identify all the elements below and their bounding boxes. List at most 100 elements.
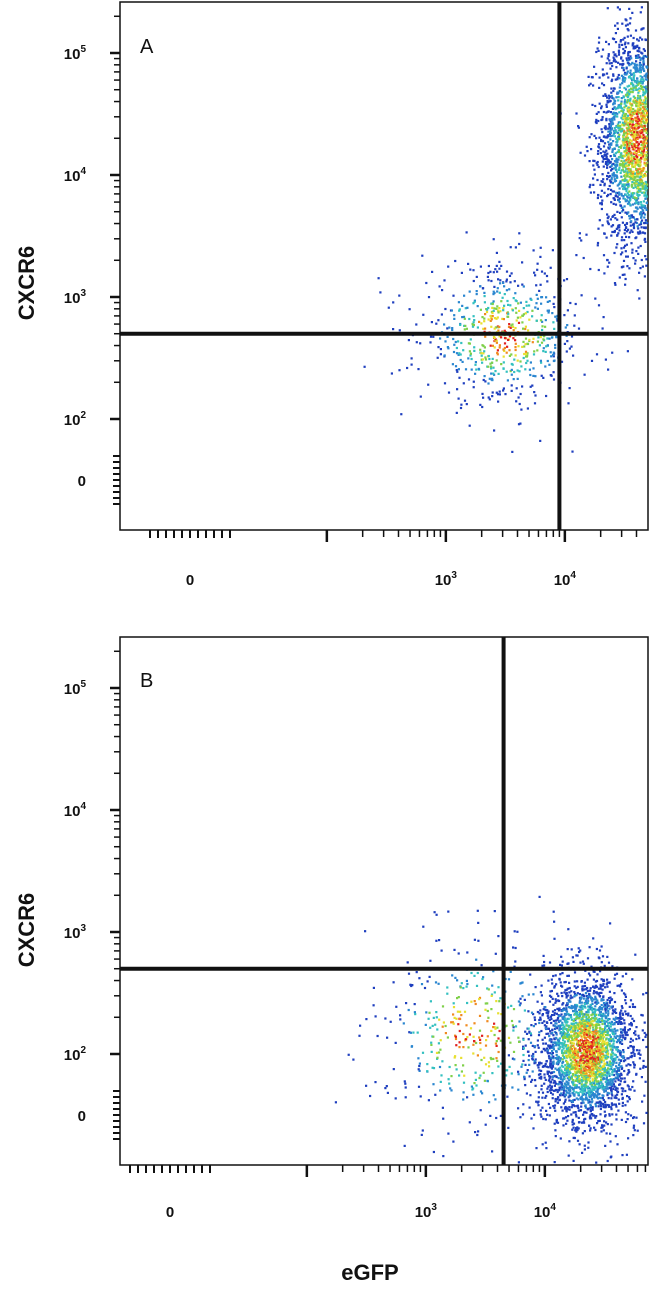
event-dot [523,1009,526,1012]
event-dot [615,174,618,177]
event-dot [540,1115,543,1118]
event-dot [548,1077,551,1080]
event-dot [620,1039,623,1042]
event-dot [454,365,458,368]
event-dot [481,361,484,364]
event-dot [636,134,639,137]
event-dot [508,354,511,357]
event-dot [570,1062,573,1065]
event-dot [454,976,457,979]
event-dot [623,124,626,127]
event-dot [641,76,644,79]
event-dot [592,1020,595,1023]
event-dot [599,1085,602,1088]
event-dot [632,108,635,111]
event-dot [634,45,637,48]
event-dot [591,1106,594,1109]
event-dot [566,1047,569,1050]
event-dot [598,949,602,952]
event-dot [611,1059,614,1062]
event-dot [565,1068,568,1071]
event-dot [615,157,618,160]
event-dot [578,1080,581,1083]
event-dot [603,1041,606,1044]
event-dot [641,65,645,68]
event-dot [553,986,556,989]
event-dot [605,1077,608,1080]
event-dot [503,304,506,307]
event-dot [611,1038,614,1041]
event-dot [568,981,571,984]
event-dot [641,78,644,81]
event-dot [633,47,636,50]
event-dot [623,141,626,144]
event-dot [566,1074,569,1077]
x-tick-label: 104 [554,570,577,589]
event-dot [552,351,555,354]
event-dot [634,80,637,83]
event-dot [566,309,569,312]
event-dot [507,303,510,306]
event-dot [569,1040,572,1043]
event-dot [548,1070,551,1073]
event-dot [615,1011,618,1014]
event-dot [493,910,496,913]
event-dot [610,1044,613,1047]
event-dot [609,138,612,141]
event-dot [611,351,614,354]
event-dot [594,104,597,108]
event-dot [552,1024,555,1027]
event-dot [446,335,449,338]
event-dot [628,88,631,91]
event-dot [610,62,613,65]
event-dot [607,215,610,218]
event-dot [634,953,637,956]
event-dot [598,991,601,995]
event-dot [627,183,630,186]
event-dot [635,206,638,209]
event-dot [567,1087,570,1090]
event-dot [573,980,576,983]
event-dot [567,1017,570,1021]
event-dot [622,121,625,124]
event-dot [572,1092,575,1095]
event-dot [546,359,549,363]
event-dot [563,1027,566,1030]
event-dot [504,393,507,396]
event-dot [609,179,612,182]
event-dot [627,1113,630,1116]
event-dot [645,131,648,134]
event-dot [508,1065,511,1068]
event-dot [593,134,596,137]
event-dot [620,109,623,112]
event-dot [580,1085,583,1088]
event-dot [490,302,493,305]
event-dot [597,143,601,146]
event-dot [492,1094,495,1097]
event-dot [582,1015,585,1018]
event-dot [610,87,613,90]
event-dot [447,1078,450,1081]
event-dot [643,128,646,131]
event-dot [613,147,616,150]
event-dot [529,361,532,364]
event-dot [453,343,456,346]
event-dot [579,961,582,964]
event-dot [634,259,637,262]
event-dot [463,294,466,297]
event-dot [491,377,494,380]
event-dot [619,1028,622,1031]
event-dot [607,1038,611,1041]
event-dot [618,1037,621,1041]
event-dot [600,1126,603,1129]
event-dot [618,86,621,89]
event-dot [619,204,623,207]
event-dot [615,1113,618,1116]
event-dot [623,130,626,133]
event-dot [615,972,619,975]
event-dot [623,1019,626,1022]
event-dot [459,358,462,362]
event-dot [479,1074,482,1077]
event-dot [517,1070,520,1073]
event-dot [578,1000,581,1003]
